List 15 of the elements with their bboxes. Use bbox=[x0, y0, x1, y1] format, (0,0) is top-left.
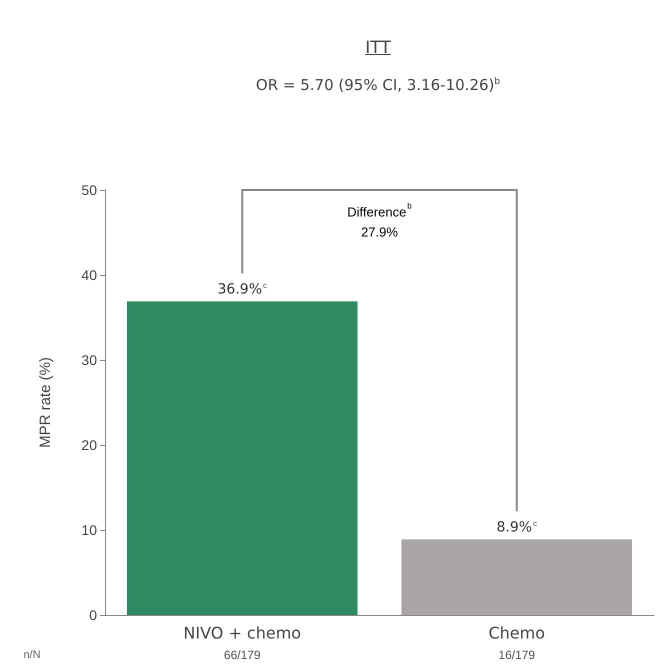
y-tick-label: 10 bbox=[81, 522, 98, 538]
y-tick-label: 0 bbox=[89, 607, 98, 623]
y-tick-label: 40 bbox=[81, 267, 98, 283]
text: 66/179 bbox=[224, 648, 261, 662]
annotation: 27.9% bbox=[361, 224, 398, 240]
y-tick-label: 20 bbox=[81, 437, 98, 453]
chart-title: ITT bbox=[364, 38, 392, 58]
text: n/N bbox=[23, 649, 41, 661]
y-axis-title: MPR rate (%) bbox=[37, 357, 54, 448]
text: 16/179 bbox=[498, 648, 536, 662]
x-tick-label: NIVO + chemo bbox=[183, 624, 302, 642]
y-tick-label: 30 bbox=[81, 352, 98, 368]
x-tick-label: Chemo bbox=[488, 624, 546, 642]
y-tick-label: 50 bbox=[81, 182, 98, 198]
chart-subtitle: OR = 5.70 (95% CI, 3.16-10.26)$^{b}$ bbox=[254, 76, 502, 94]
